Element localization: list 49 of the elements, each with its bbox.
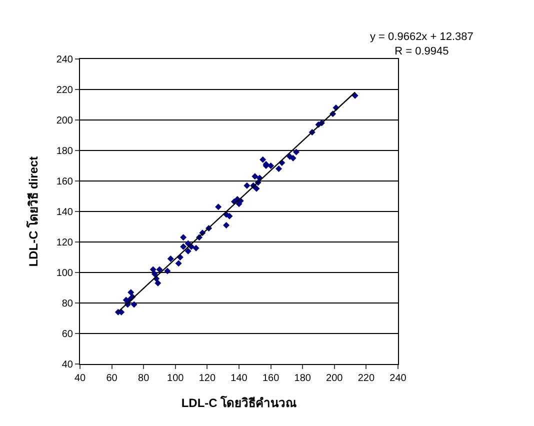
x-tick-label: 140 bbox=[230, 373, 248, 384]
x-tick-label: 200 bbox=[326, 373, 344, 384]
y-tick-label: 40 bbox=[62, 360, 74, 370]
y-tick-label: 200 bbox=[56, 116, 74, 126]
text: y = 0.9662x + 12.387 R = 0.9945 bbox=[370, 31, 474, 58]
point bbox=[260, 156, 266, 163]
y-tick-label: 140 bbox=[56, 207, 74, 218]
point bbox=[292, 148, 300, 156]
point bbox=[164, 268, 171, 274]
point bbox=[223, 222, 230, 228]
point bbox=[180, 234, 187, 241]
point bbox=[184, 248, 192, 254]
y-tick-label: 80 bbox=[62, 298, 74, 310]
y-tick-label: 240 bbox=[56, 54, 74, 66]
y-tick-label: 100 bbox=[56, 268, 74, 279]
point bbox=[150, 266, 156, 273]
point bbox=[128, 289, 134, 296]
x-tick-label: 220 bbox=[358, 373, 375, 384]
x-tick-label: 40 bbox=[74, 373, 86, 384]
x-tick-label: 80 bbox=[138, 373, 150, 384]
x-tick-label: 240 bbox=[390, 373, 407, 384]
point bbox=[151, 270, 158, 278]
y-tick-label: 60 bbox=[62, 329, 74, 340]
x-tick-label: 180 bbox=[294, 373, 312, 384]
point bbox=[167, 256, 174, 262]
y-tick-label: 220 bbox=[56, 85, 74, 96]
x-tick-label: 60 bbox=[106, 373, 118, 384]
y-tick-label: 120 bbox=[56, 238, 74, 248]
point bbox=[215, 204, 222, 210]
point bbox=[244, 182, 250, 189]
point bbox=[130, 301, 138, 308]
y-tick-label: 160 bbox=[56, 176, 74, 188]
x-tick-label: 160 bbox=[262, 373, 280, 384]
point bbox=[156, 266, 163, 273]
point bbox=[192, 244, 200, 252]
x-axis-title: LDL-C โดยวิธีคำนวณ bbox=[181, 394, 297, 410]
y-tick-label: 180 bbox=[56, 146, 74, 157]
point bbox=[276, 166, 282, 172]
x-tick-label: 120 bbox=[198, 373, 216, 384]
point bbox=[253, 185, 260, 192]
point bbox=[290, 154, 296, 162]
point bbox=[252, 173, 258, 180]
point bbox=[175, 260, 182, 267]
point bbox=[268, 162, 274, 169]
point bbox=[180, 243, 187, 250]
point bbox=[154, 280, 162, 286]
x-tick-label: 100 bbox=[167, 373, 184, 384]
y-axis-title: LDL-C โดยวิธี direct bbox=[26, 156, 41, 267]
point bbox=[226, 212, 233, 220]
